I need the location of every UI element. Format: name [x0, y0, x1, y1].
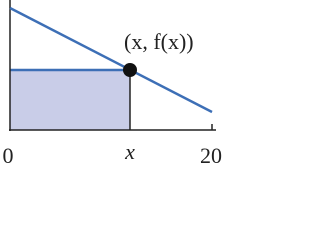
x-label-end: 20 [200, 143, 222, 168]
point-label: (x, f(x)) [124, 29, 194, 54]
page: {"point_label": "(x, f(x))", "axis_label… [2, 0, 222, 169]
x-label-start: 0 [3, 143, 14, 168]
function-line [9, 6, 213, 114]
point [123, 63, 137, 77]
figure: (x, f(x)) 0 x 20 [3, 0, 222, 168]
rectangle-area [10, 70, 130, 130]
x-label-point: x [124, 139, 135, 164]
